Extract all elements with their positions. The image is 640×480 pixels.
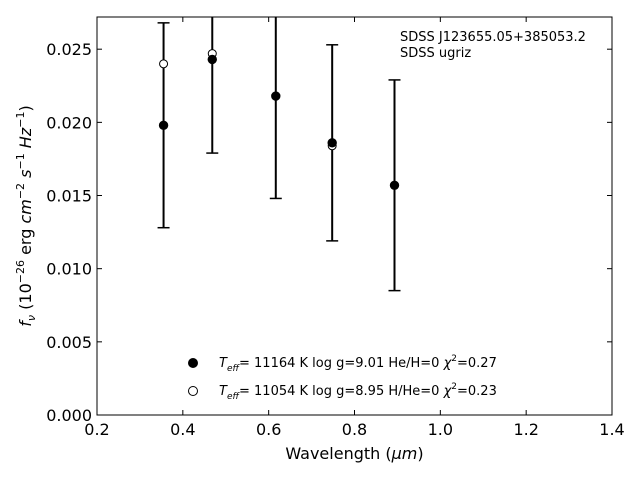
legend-label-model: Teff= 11054 K log g=8.95 H/He=0 χ2=0.23 [219, 382, 497, 402]
legend: Teff= 11164 K log g=9.01 He/H=0 χ2=0.27 … [188, 354, 497, 402]
data-points [157, 17, 401, 292]
legend-marker-observed [188, 358, 198, 368]
x-tick-label: 0.4 [170, 420, 195, 439]
object-name-annotation: SDSS J123655.05+385053.2 [400, 30, 586, 45]
filter-system-annotation: SDSS ugriz [400, 46, 471, 61]
y-tick-label: 0.020 [46, 113, 92, 132]
observed-point [207, 54, 217, 65]
axis-ticks: 0.2 0.4 0.6 0.8 1.0 1.2 1.4 0.000 0.005 0.010 0.01… [46, 17, 625, 439]
observed-point [389, 180, 400, 190]
x-tick-label: 1.4 [599, 420, 624, 439]
y-axis-label: fν (10−26 erg cm−2 s−1 Hz−1) [14, 105, 38, 326]
x-tick-label: 0.8 [342, 420, 367, 439]
y-tick-label: 0.000 [46, 406, 92, 425]
x-tick-label: 1.0 [428, 420, 453, 439]
observed-point [158, 120, 169, 130]
x-tick-label: 1.2 [513, 420, 538, 439]
y-tick-label: 0.015 [46, 187, 92, 206]
observed-point [327, 138, 337, 148]
x-axis-label: Wavelength (μm) [285, 444, 423, 463]
model-point [159, 59, 169, 69]
observed-point [271, 91, 281, 101]
y-tick-label: 0.010 [46, 260, 92, 279]
x-tick-label: 0.6 [256, 420, 281, 439]
y-tick-label: 0.005 [46, 333, 92, 352]
legend-marker-model [188, 386, 198, 396]
data-layer [157, 17, 401, 292]
legend-label-observed: Teff= 11164 K log g=9.01 He/H=0 χ2=0.27 [219, 354, 497, 374]
y-tick-label: 0.025 [46, 40, 92, 59]
x-tick-label: 0.2 [84, 420, 109, 439]
